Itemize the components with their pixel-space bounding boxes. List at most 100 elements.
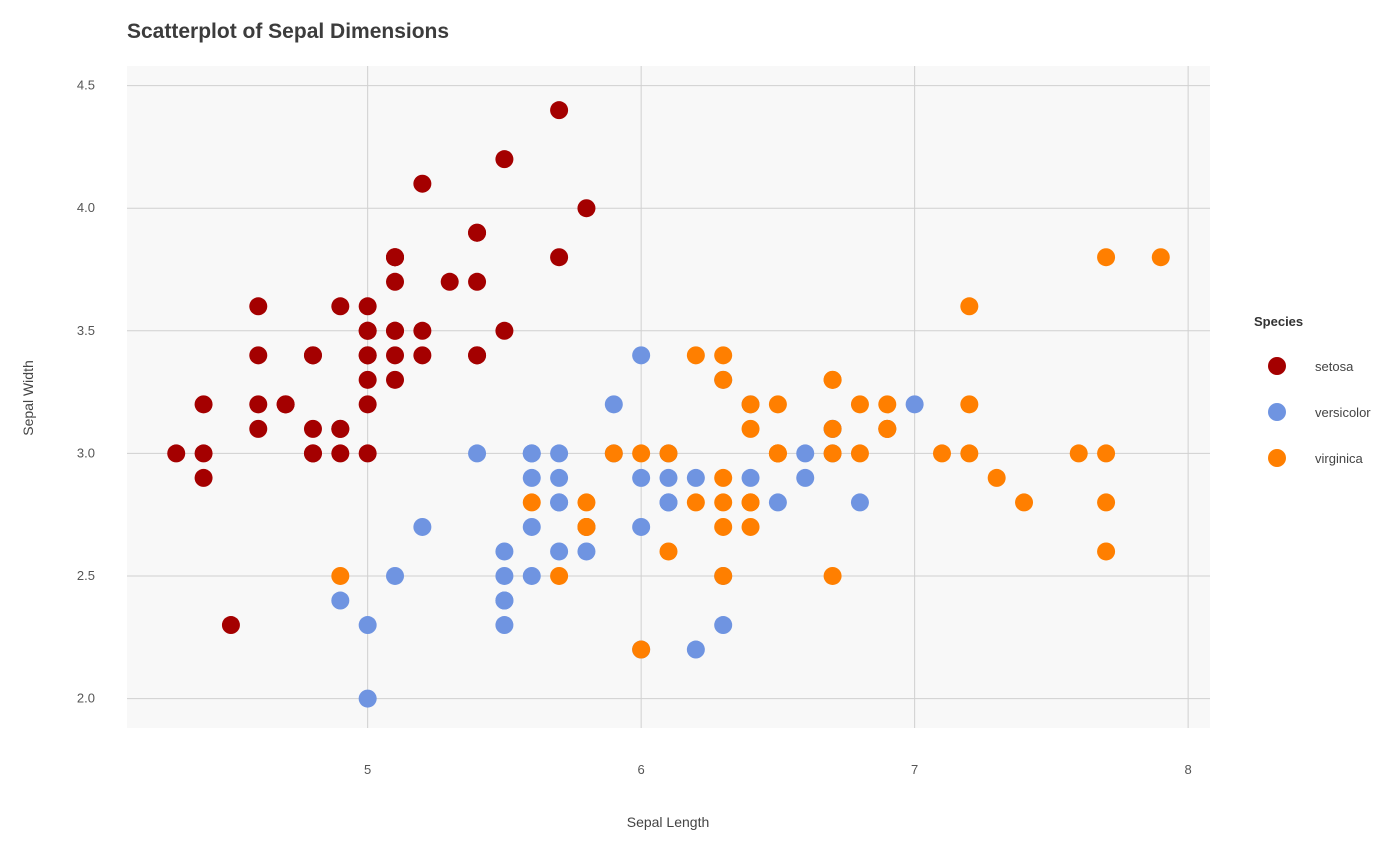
point-setosa — [440, 272, 459, 291]
point-versicolor — [741, 468, 760, 487]
point-setosa — [413, 174, 432, 193]
point-versicolor — [714, 616, 733, 635]
legend-item-setosa: setosa — [1254, 343, 1371, 389]
plot-background — [127, 66, 1210, 728]
point-setosa — [358, 444, 377, 463]
point-setosa — [221, 616, 240, 635]
point-versicolor — [796, 444, 815, 463]
point-versicolor — [522, 444, 541, 463]
point-virginica — [714, 468, 733, 487]
point-setosa — [303, 419, 322, 438]
legend-label-versicolor: versicolor — [1315, 404, 1371, 420]
point-setosa — [331, 297, 350, 316]
point-virginica — [741, 517, 760, 536]
point-versicolor — [495, 566, 514, 585]
point-virginica — [659, 444, 678, 463]
point-setosa — [386, 346, 405, 365]
point-setosa — [358, 346, 377, 365]
y-tick-label: 3.5 — [77, 323, 95, 338]
point-virginica — [823, 444, 842, 463]
point-versicolor — [331, 591, 350, 610]
point-versicolor — [604, 395, 623, 414]
x-axis-title: Sepal Length — [627, 814, 710, 830]
point-versicolor — [686, 468, 705, 487]
point-versicolor — [659, 468, 678, 487]
point-virginica — [823, 419, 842, 438]
x-tick-label: 7 — [911, 762, 918, 777]
point-virginica — [331, 566, 350, 585]
point-setosa — [386, 370, 405, 389]
point-versicolor — [659, 493, 678, 512]
y-tick-label: 4.5 — [77, 78, 95, 93]
point-setosa — [194, 468, 213, 487]
point-versicolor — [768, 493, 787, 512]
point-versicolor — [550, 542, 569, 561]
chart-title: Scatterplot of Sepal Dimensions — [127, 20, 450, 43]
point-setosa — [358, 321, 377, 340]
point-virginica — [932, 444, 951, 463]
point-versicolor — [358, 616, 377, 635]
point-versicolor — [550, 493, 569, 512]
point-virginica — [686, 346, 705, 365]
x-tick-label: 8 — [1185, 762, 1192, 777]
y-tick-label: 3.0 — [77, 445, 95, 460]
legend-item-virginica: virginica — [1254, 435, 1371, 481]
point-virginica — [768, 395, 787, 414]
point-versicolor — [577, 542, 596, 561]
point-setosa — [358, 370, 377, 389]
point-setosa — [249, 297, 268, 316]
series-setosa — [167, 101, 596, 635]
point-versicolor — [686, 640, 705, 659]
point-virginica — [632, 640, 651, 659]
point-versicolor — [850, 493, 869, 512]
point-setosa — [495, 150, 514, 169]
data-points — [167, 101, 1170, 708]
point-virginica — [960, 395, 979, 414]
legend-swatch-setosa — [1268, 357, 1286, 375]
series-virginica — [331, 248, 1170, 659]
point-virginica — [960, 444, 979, 463]
point-virginica — [1015, 493, 1034, 512]
point-virginica — [659, 542, 678, 561]
point-virginica — [741, 419, 760, 438]
x-tick-label: 6 — [638, 762, 645, 777]
tick-labels: 5 6 7 8 2.0 2.5 3.0 3.5 4.0 4.5 — [77, 78, 1192, 777]
point-versicolor — [522, 566, 541, 585]
x-tick-label: 5 — [364, 762, 371, 777]
point-versicolor — [522, 468, 541, 487]
point-setosa — [249, 419, 268, 438]
legend-label-setosa: setosa — [1315, 358, 1354, 374]
point-versicolor — [495, 616, 514, 635]
point-virginica — [1097, 493, 1116, 512]
point-setosa — [550, 101, 569, 120]
point-virginica — [632, 444, 651, 463]
point-setosa — [495, 321, 514, 340]
point-virginica — [522, 493, 541, 512]
point-virginica — [714, 517, 733, 536]
point-virginica — [1151, 248, 1170, 267]
point-setosa — [358, 297, 377, 316]
point-virginica — [714, 493, 733, 512]
point-virginica — [850, 444, 869, 463]
point-virginica — [878, 395, 897, 414]
point-virginica — [741, 395, 760, 414]
point-setosa — [249, 395, 268, 414]
point-setosa — [468, 272, 487, 291]
point-setosa — [413, 346, 432, 365]
point-virginica — [604, 444, 623, 463]
point-setosa — [194, 444, 213, 463]
legend-item-versicolor: versicolor — [1254, 389, 1371, 435]
legend-title: Species — [1254, 314, 1304, 329]
y-tick-label: 4.0 — [77, 200, 95, 215]
point-virginica — [960, 297, 979, 316]
point-versicolor — [495, 542, 514, 561]
point-versicolor — [905, 395, 924, 414]
point-virginica — [686, 493, 705, 512]
point-virginica — [850, 395, 869, 414]
point-setosa — [358, 395, 377, 414]
point-setosa — [468, 223, 487, 242]
point-virginica — [1097, 444, 1116, 463]
point-versicolor — [550, 444, 569, 463]
point-versicolor — [522, 517, 541, 536]
